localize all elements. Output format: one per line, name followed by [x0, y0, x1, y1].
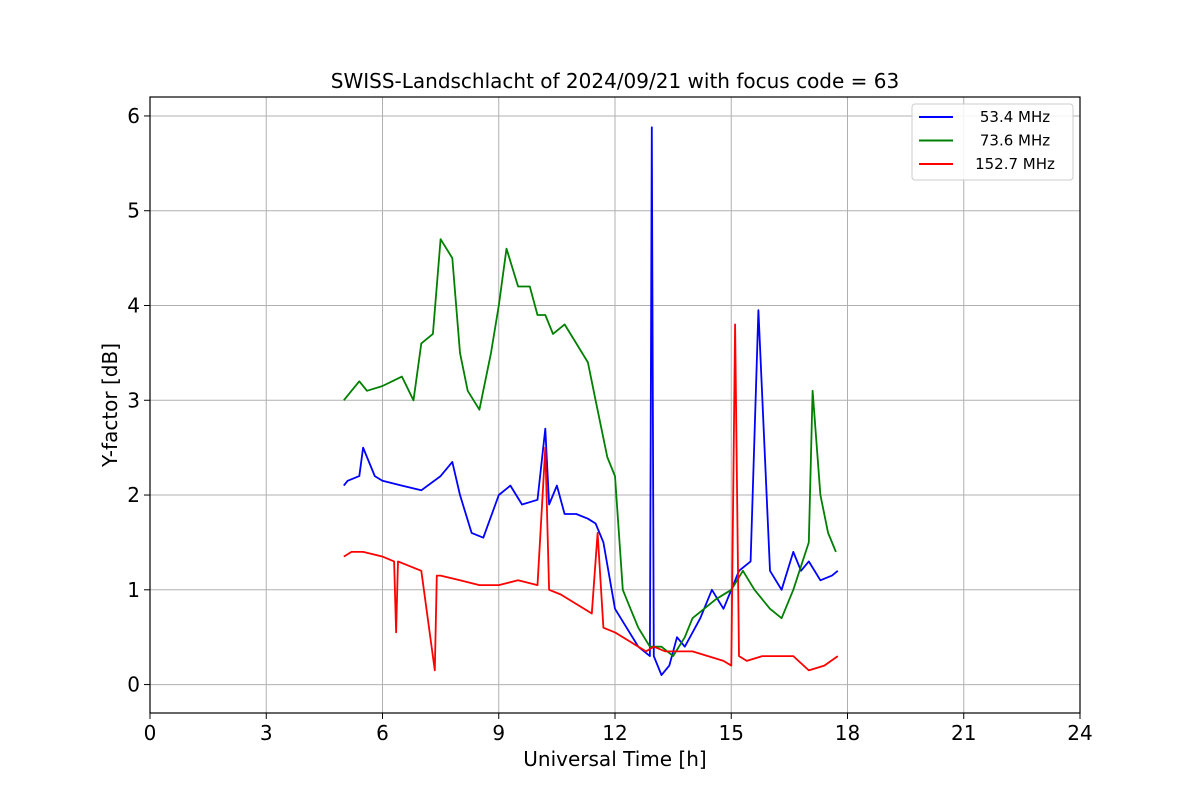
- chart-title: SWISS-Landschlacht of 2024/09/21 with fo…: [331, 69, 899, 93]
- x-tick-label: 24: [1067, 721, 1092, 745]
- x-tick-label: 12: [602, 721, 627, 745]
- x-tick-label: 9: [492, 721, 505, 745]
- y-tick-label: 3: [127, 388, 140, 412]
- y-axis: 0 1 2 3 4 5 6: [127, 104, 150, 697]
- y-tick-label: 1: [127, 578, 140, 602]
- grid: [149, 97, 1081, 713]
- legend: 53.4 MHz 73.6 MHz 152.7 MHz: [911, 103, 1074, 181]
- x-tick-label: 18: [835, 721, 860, 745]
- legend-label-3: 152.7 MHz: [975, 155, 1055, 173]
- y-tick-label: 2: [127, 483, 140, 507]
- y-tick-label: 6: [127, 104, 140, 128]
- y-tick-label: 0: [127, 673, 140, 697]
- x-axis-label: Universal Time [h]: [523, 747, 706, 771]
- legend-label-1: 53.4 MHz: [980, 108, 1050, 126]
- x-tick-label: 21: [951, 721, 976, 745]
- x-tick-label: 0: [144, 721, 157, 745]
- x-axis: 0 3 6 9 12 15 18 21 24: [144, 713, 1093, 745]
- series-line-1: [343, 126, 839, 676]
- series-line-3: [343, 323, 839, 672]
- plot-area: [343, 126, 839, 676]
- y-tick-label: 5: [127, 199, 140, 223]
- series-line-2: [343, 238, 837, 657]
- y-axis-label: Y-factor [dB]: [98, 343, 122, 468]
- x-tick-label: 15: [719, 721, 744, 745]
- x-tick-label: 3: [260, 721, 273, 745]
- legend-box: [911, 103, 1074, 181]
- x-tick-label: 6: [376, 721, 389, 745]
- y-tick-label: 4: [127, 293, 140, 317]
- legend-label-2: 73.6 MHz: [980, 132, 1050, 150]
